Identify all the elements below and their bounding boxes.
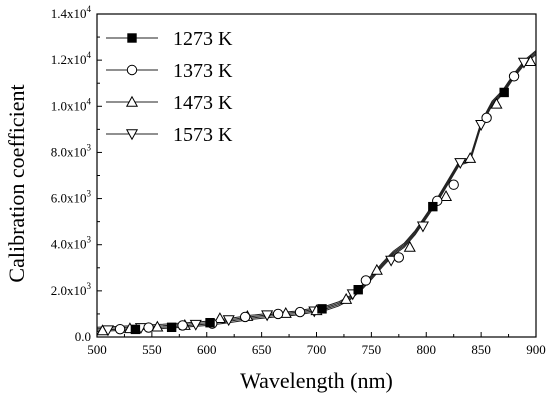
data-point xyxy=(317,304,327,314)
x-tick-label: 900 xyxy=(526,342,546,357)
y-tick-label: 8.0x103 xyxy=(51,142,92,159)
data-point xyxy=(393,252,405,263)
data-point xyxy=(166,322,177,333)
data-point xyxy=(130,324,141,335)
legend: 1273 K 1373 K 1473 K 1573 K xyxy=(106,28,233,146)
y-tick-label: 1.2x104 xyxy=(51,50,92,67)
data-point xyxy=(272,308,284,320)
x-tick-label: 650 xyxy=(252,342,272,357)
series-line xyxy=(96,51,537,330)
data-point xyxy=(360,275,372,286)
data-point xyxy=(428,201,438,212)
data-point xyxy=(114,323,126,335)
x-axis-title: Wavelength (nm) xyxy=(240,368,393,393)
y-axis-ticks: 0.0 2.0x103 4.0x103 6.0x103 8.0x103 1.0x104 1.… xyxy=(51,4,102,344)
legend-label: 1473 K xyxy=(173,92,233,114)
x-tick-label: 750 xyxy=(362,342,382,357)
legend-label: 1573 K xyxy=(173,124,233,146)
data-point xyxy=(403,240,416,252)
legend-label: 1273 K xyxy=(173,28,233,50)
y-tick-label: 0.0 xyxy=(75,329,91,344)
legend-marker xyxy=(126,64,138,76)
data-point xyxy=(213,312,226,324)
y-tick-label: 2.0x103 xyxy=(51,281,92,298)
data-point xyxy=(189,319,202,331)
data-point xyxy=(261,310,274,322)
legend-marker xyxy=(125,95,139,107)
data-point xyxy=(279,307,292,318)
series-line xyxy=(96,50,537,328)
data-point xyxy=(439,190,453,201)
y-tick-label: 1.4x104 xyxy=(51,4,92,21)
series-line xyxy=(96,52,537,331)
legend-marker xyxy=(127,33,137,43)
data-point xyxy=(481,112,492,124)
series-line xyxy=(96,54,537,332)
x-tick-label: 700 xyxy=(307,342,327,357)
data-point xyxy=(96,324,109,336)
y-tick-label: 6.0x103 xyxy=(51,189,92,206)
x-tick-label: 550 xyxy=(142,342,162,357)
data-point xyxy=(143,322,154,333)
data-point xyxy=(370,263,383,275)
plot-frame xyxy=(96,13,537,338)
data-point xyxy=(222,315,235,327)
data-point xyxy=(239,311,251,323)
data-point xyxy=(177,320,188,331)
x-tick-label: 800 xyxy=(417,342,437,357)
y-tick-label: 1.0x104 xyxy=(51,96,92,113)
x-tick-label: 850 xyxy=(471,342,491,357)
data-point xyxy=(353,285,363,295)
data-point xyxy=(508,71,520,82)
legend-marker xyxy=(125,129,139,141)
x-axis-ticks: 500 550 600 650 700 750 800 850 900 xyxy=(87,332,546,357)
data-point xyxy=(464,151,477,163)
data-point xyxy=(294,306,306,318)
data-point xyxy=(151,320,164,332)
data-point xyxy=(340,292,353,304)
data-point xyxy=(490,97,503,109)
x-tick-label: 500 xyxy=(87,342,107,357)
y-tick-label: 4.0x103 xyxy=(51,235,92,252)
data-point xyxy=(448,179,459,190)
data-point xyxy=(385,255,398,267)
data-point xyxy=(205,317,215,328)
data-point xyxy=(499,87,509,98)
data-point xyxy=(475,120,488,131)
markers-layer xyxy=(96,55,537,337)
data-point xyxy=(416,221,430,233)
legend-label: 1373 K xyxy=(173,60,233,82)
curve-layer xyxy=(96,50,537,332)
data-point xyxy=(524,55,537,66)
y-axis-title: Calibration coefficient xyxy=(4,84,29,282)
x-tick-label: 600 xyxy=(197,342,217,357)
data-point xyxy=(454,158,467,170)
